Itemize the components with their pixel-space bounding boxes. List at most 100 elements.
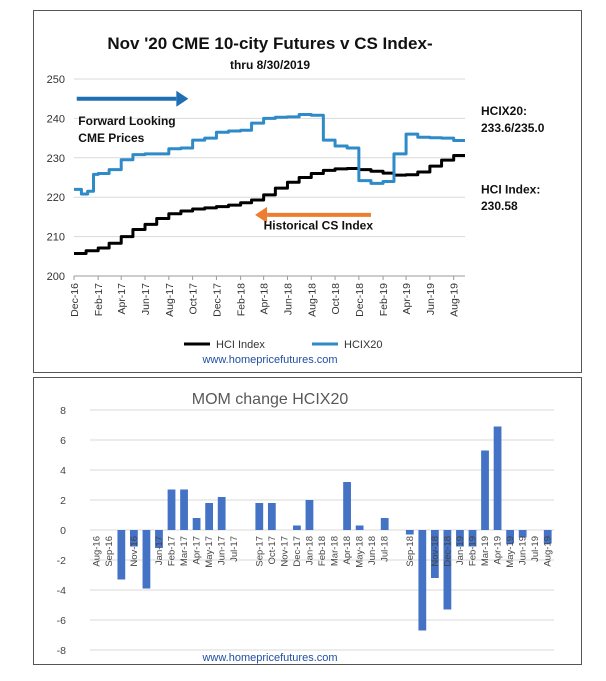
x-tick-label: Dec-18 xyxy=(354,283,366,317)
x-tick-label: May-18 xyxy=(355,536,366,568)
bar-Apr-17 xyxy=(192,518,201,530)
bar-Nov-16 xyxy=(130,530,138,547)
y-tick-label: 6 xyxy=(60,435,66,447)
annotation: CME Prices xyxy=(78,131,144,145)
annotation: Forward Looking xyxy=(78,114,175,128)
x-tick-label: Jul-18 xyxy=(380,536,391,562)
series-line-1 xyxy=(74,112,465,196)
x-tick-label: Aug-16 xyxy=(91,536,102,567)
arrow-head-0 xyxy=(176,90,189,107)
legend-label: HCI Index xyxy=(216,339,265,351)
chart-subtitle: thru 8/30/2019 xyxy=(230,58,310,72)
x-tick-label: Jul-17 xyxy=(229,536,240,562)
x-tick-label: Mar-19 xyxy=(480,536,491,566)
x-tick-label: Apr-19 xyxy=(493,536,504,565)
x-tick-label: Aug-18 xyxy=(306,283,318,317)
x-tick-label: Aug-19 xyxy=(543,536,554,567)
bar-Jan-18 xyxy=(305,500,314,530)
y-tick-label: 200 xyxy=(47,271,65,283)
bar-Dec-18 xyxy=(443,530,452,610)
x-tick-label: Jun-19 xyxy=(425,283,437,315)
bar-Feb-19 xyxy=(468,530,477,547)
y-tick-label: 220 xyxy=(47,192,65,204)
y-tick-label: 0 xyxy=(60,525,66,537)
bar-May-18 xyxy=(355,525,364,530)
bar-Apr-18 xyxy=(343,482,351,530)
annotation: 233.6/235.0 xyxy=(481,121,545,135)
y-tick-label: -2 xyxy=(57,555,66,567)
bar-May-19 xyxy=(506,530,514,544)
chart-title: MOM change HCIX20 xyxy=(192,391,349,408)
x-tick-label: Mar-18 xyxy=(330,536,341,566)
bar-Jun-17 xyxy=(217,497,226,530)
x-tick-label: Apr-19 xyxy=(401,283,413,315)
y-tick-label: 2 xyxy=(60,495,66,507)
bar-Oct-18 xyxy=(418,530,427,631)
x-tick-label: Feb-19 xyxy=(467,536,478,566)
x-tick-label: Jun-18 xyxy=(367,536,378,565)
x-tick-label: Jan-19 xyxy=(455,536,466,565)
x-tick-label: Jun-18 xyxy=(282,283,294,315)
bar-Oct-16 xyxy=(117,530,126,580)
legend-label: HCIX20 xyxy=(344,339,383,351)
bar-Feb-17 xyxy=(167,489,176,530)
annotation: HCI Index: xyxy=(481,182,540,196)
x-tick-label: May-17 xyxy=(204,536,215,568)
annotation: Historical CS Index xyxy=(264,219,374,233)
x-tick-label: Jun-19 xyxy=(518,536,529,565)
y-tick-label: 240 xyxy=(47,113,65,125)
x-tick-label: Oct-17 xyxy=(267,536,278,565)
y-tick-label: -8 xyxy=(57,645,66,657)
arrow-head-1 xyxy=(255,206,268,223)
bar-Dec-16 xyxy=(142,530,151,589)
annotation: 230.58 xyxy=(481,199,518,213)
footer-url: www.homepricefutures.com xyxy=(201,354,337,366)
series-line-0 xyxy=(74,154,465,256)
footer-url: www.homepricefutures.com xyxy=(201,652,337,664)
x-tick-label: Feb-17 xyxy=(167,536,178,566)
x-tick-label: Feb-18 xyxy=(236,283,248,316)
x-tick-label: Jan-17 xyxy=(154,536,165,565)
x-tick-label: Dec-18 xyxy=(442,536,453,567)
x-tick-label: Dec-16 xyxy=(69,283,81,317)
x-tick-label: Oct-17 xyxy=(188,283,200,315)
bar-chart-panel: MOM change HCIX20 -8 -6 -4 -2 0 2 4 6 8 Aug-16 Sep-… xyxy=(33,377,582,665)
bar-Sep-18 xyxy=(405,530,414,535)
y-tick-label: 230 xyxy=(47,153,65,165)
bar-Nov-18 xyxy=(430,530,439,578)
bar-Mar-19 xyxy=(481,450,489,530)
x-tick-label: Sep-17 xyxy=(254,536,265,567)
bar-Oct-17 xyxy=(267,503,276,530)
annotation: HCIX20: xyxy=(481,104,527,118)
line-chart-panel: Nov '20 CME 10-city Futures v CS Index-t… xyxy=(33,10,582,373)
x-tick-label: Jul-19 xyxy=(530,536,541,562)
x-tick-label: Feb-18 xyxy=(317,536,328,566)
x-tick-label: Nov-18 xyxy=(430,536,441,567)
bar-Aug-19 xyxy=(543,530,552,544)
x-tick-label: Aug-19 xyxy=(449,283,461,317)
bar-Jan-17 xyxy=(155,530,163,548)
x-tick-label: Apr-17 xyxy=(116,283,128,315)
y-tick-label: 250 xyxy=(47,74,65,86)
x-tick-label: Apr-18 xyxy=(259,283,271,315)
bar-May-17 xyxy=(205,503,214,530)
bar-Jun-19 xyxy=(518,530,527,538)
x-tick-label: Aug-17 xyxy=(164,283,176,317)
x-tick-label: May-19 xyxy=(505,536,516,568)
bar-Jan-19 xyxy=(456,530,464,547)
x-tick-label: Jun-17 xyxy=(140,283,152,315)
y-tick-label: -6 xyxy=(57,615,66,627)
x-tick-label: Feb-19 xyxy=(378,283,390,316)
x-tick-label: Sep-16 xyxy=(104,536,115,567)
x-tick-label: Nov-16 xyxy=(129,536,140,567)
y-tick-label: 210 xyxy=(47,232,65,244)
x-tick-label: Nov-17 xyxy=(279,536,290,567)
x-tick-label: Dec-17 xyxy=(211,283,223,317)
x-tick-label: Dec-17 xyxy=(292,536,303,567)
bar-Jul-18 xyxy=(380,518,389,530)
x-tick-label: Feb-17 xyxy=(93,283,105,316)
bar-Dec-17 xyxy=(293,525,301,530)
line-chart: Nov '20 CME 10-city Futures v CS Index-t… xyxy=(47,34,545,366)
x-tick-label: Jun-17 xyxy=(217,536,228,565)
